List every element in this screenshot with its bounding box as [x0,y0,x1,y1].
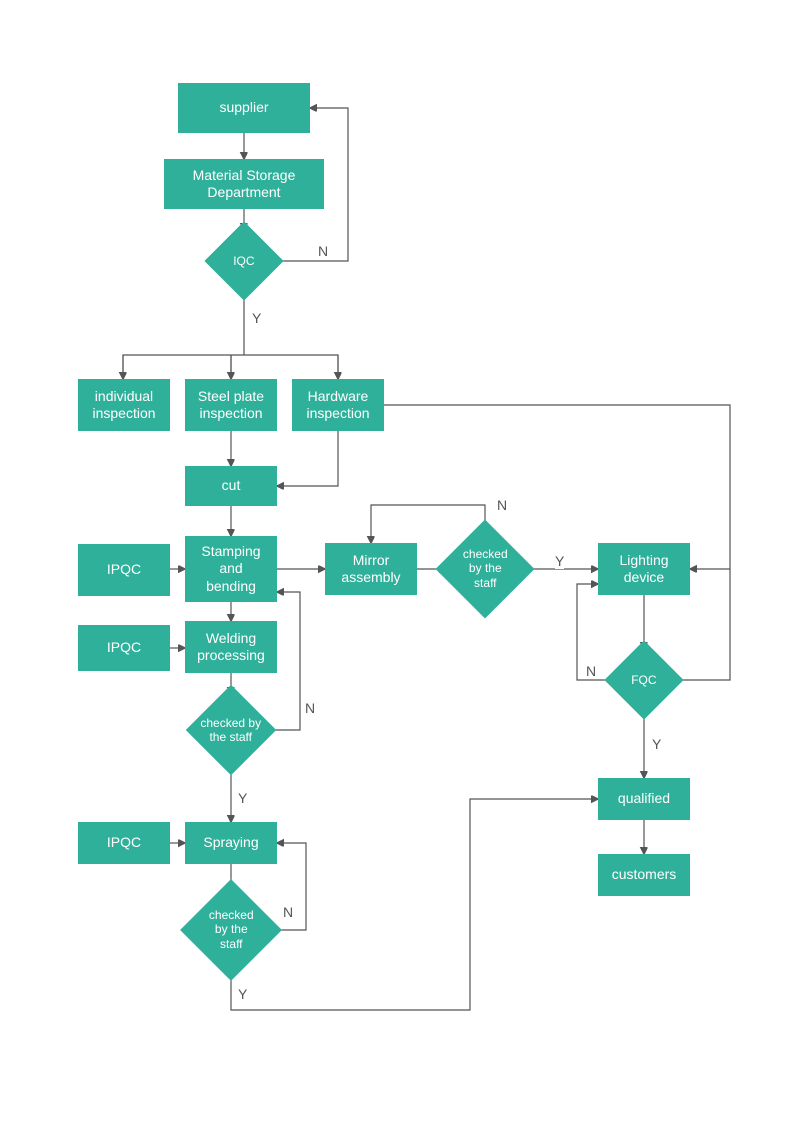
edge-label: Y [238,986,247,1002]
edge-label: N [497,497,507,513]
edge-label: N [586,663,596,679]
edge-label: N [318,243,328,259]
node-ipqc1: IPQC [78,544,170,596]
node-ipqc3: IPQC [78,822,170,864]
node-qualified: qualified [598,778,690,820]
node-mirror: Mirrorassembly [325,543,417,595]
node-iqc: IQC [204,221,283,300]
node-spraying: Spraying [185,822,277,864]
node-welding: Weldingprocessing [185,621,277,673]
node-stamping: Stampingandbending [185,536,277,602]
edge-label: Y [555,553,564,569]
node-check1: checked bythe staff [186,685,277,776]
node-individual: individualinspection [78,379,170,431]
node-customers: customers [598,854,690,896]
edge-label: N [283,904,293,920]
node-check3: checkedby thestaff [436,520,535,619]
node-ipqc2: IPQC [78,625,170,671]
node-matstorage: Material StorageDepartment [164,159,324,209]
node-cut: cut [185,466,277,506]
node-check2: checkedby thestaff [180,879,282,981]
node-steelplate: Steel plateinspection [185,379,277,431]
edge-label: Y [252,310,261,326]
node-fqc: FQC [604,640,683,719]
node-hardware: Hardwareinspection [292,379,384,431]
edge-label: Y [652,736,661,752]
node-supplier: supplier [178,83,310,133]
node-lighting: Lightingdevice [598,543,690,595]
edge-label: Y [238,790,247,806]
edge-label: N [305,700,315,716]
